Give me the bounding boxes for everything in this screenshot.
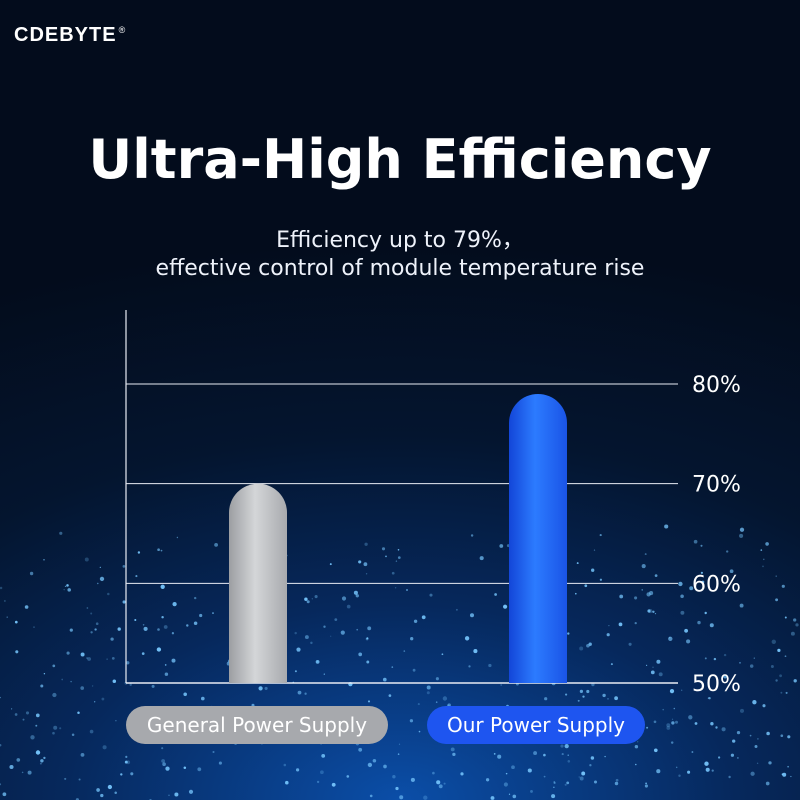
bar-our-power-supply: [509, 393, 567, 683]
bar-general-power-supply: [229, 483, 287, 683]
category-label-general: General Power Supply: [126, 706, 388, 744]
brand-logo: CDEBYTE ®: [14, 24, 127, 46]
category-label-ours: Our Power Supply: [427, 706, 645, 744]
subtitle-line-1: Efficiency up to 79%，: [276, 228, 524, 253]
y-tick-label-60: 60%: [692, 572, 741, 597]
y-tick-label-80: 80%: [692, 373, 741, 398]
y-tick-label-70: 70%: [692, 473, 741, 498]
subtitle-line-2: effective control of module temperature …: [155, 256, 645, 281]
y-tick-label-50: 50%: [692, 672, 741, 697]
page-title: Ultra-High Efficiency: [88, 128, 712, 191]
